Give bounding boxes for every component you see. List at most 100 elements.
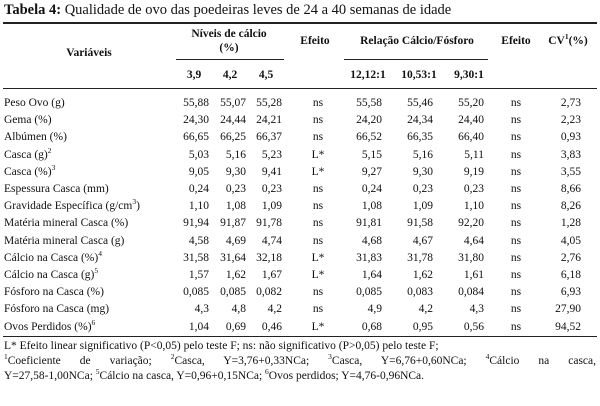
row-label-text: Casca (%) <box>4 165 52 178</box>
cell-efeito-calcio: L* <box>311 269 325 281</box>
header-level-1: 3,9 <box>186 69 202 81</box>
row-label-text: Albúmen (%) <box>4 131 67 144</box>
cell-relacao-9-30: 24,40 <box>458 114 484 127</box>
table-row: Cálcio na Casca (%)4 31,58 31,64 32,18 L* 31,… <box>0 249 600 267</box>
cell-calcio-4-5: 4,2 <box>267 303 282 316</box>
header-relacao-ca-p: Relação Cálcio/Fósforo <box>360 35 474 47</box>
cell-efeito-calcio: ns <box>312 97 324 109</box>
caption-text: Qualidade de ovo das poedeiras leves de … <box>64 2 452 18</box>
row-label: Casca (%)3 <box>4 163 55 181</box>
cell-calcio-3-9: 91,94 <box>183 217 209 230</box>
header-cv-sup: 1 <box>564 32 569 42</box>
row-label: Fósforo na Casca (%) <box>4 283 104 301</box>
niveis-rule <box>176 59 284 60</box>
cell-relacao-9-30: 0,56 <box>463 320 484 333</box>
cell-calcio-4-2: 1,08 <box>225 200 246 213</box>
cell-efeito-relacao: ns <box>510 269 522 281</box>
cell-efeito-calcio: ns <box>312 200 324 213</box>
header-ratio-1: 12,12:1 <box>350 69 386 81</box>
cell-calcio-4-5: 4,74 <box>261 234 282 247</box>
cell-calcio-4-5: 66,37 <box>256 131 282 144</box>
row-label: Fósforo na Casca (mg) <box>4 300 109 318</box>
row-label: Cálcio na Casca (%)4 <box>4 249 102 267</box>
row-label-text: Gravidade Específica (g/cm <box>4 200 133 213</box>
cell-relacao-12-12: 5,15 <box>361 148 382 161</box>
cell-relacao-10-53: 0,23 <box>412 183 433 195</box>
cell-relacao-9-30: 0,23 <box>463 183 484 195</box>
row-label-sup: 3 <box>132 197 137 207</box>
caption-label: Tabela 4: <box>4 2 62 18</box>
cell-calcio-3-9: 0,085 <box>183 286 209 299</box>
fn-text: Casca, Y=6,76+0,60NCa; <box>331 354 486 367</box>
note-footnotes-line: 1Coeficiente de variação; 2Casca, Y=3,76… <box>4 351 596 368</box>
row-label-text: Espessura Casca (mm) <box>4 183 109 195</box>
cell-cv: 0,93 <box>560 131 581 144</box>
top-rule <box>3 22 597 24</box>
fn-text: Casca, Y=3,76+0,33NCa; <box>174 354 329 367</box>
cell-calcio-4-5: 91,78 <box>256 217 282 230</box>
cell-relacao-12-12: 66,52 <box>356 131 382 144</box>
cell-relacao-12-12: 0,085 <box>356 286 382 299</box>
cell-calcio-4-2: 4,69 <box>225 234 246 247</box>
cell-relacao-9-30: 4,3 <box>469 303 484 316</box>
cell-efeito-calcio: L* <box>311 251 325 264</box>
cell-cv: 8,26 <box>560 200 581 213</box>
cell-relacao-9-30: 1,61 <box>463 269 484 281</box>
cell-calcio-4-5: 1,09 <box>261 200 282 213</box>
cell-relacao-10-53: 66,35 <box>407 131 433 144</box>
row-label-sup: 6 <box>91 317 96 327</box>
cell-cv: 8,66 <box>560 183 581 195</box>
table-row: Fósforo na Casca (mg) 4,3 4,8 4,2 ns 4,9 4,2 4,… <box>0 300 600 318</box>
row-label-sup: 4 <box>98 248 102 258</box>
cell-relacao-9-30: 0,084 <box>458 286 484 299</box>
cell-relacao-12-12: 24,20 <box>356 114 382 127</box>
cell-calcio-3-9: 0,24 <box>188 183 209 195</box>
cell-relacao-12-12: 4,68 <box>361 234 382 247</box>
row-label-text: Matéria mineral Casca (g) <box>4 234 125 247</box>
cell-calcio-3-9: 31,58 <box>183 251 209 264</box>
cell-cv: 94,52 <box>555 320 581 333</box>
header-cv-suffix: (%) <box>568 35 588 47</box>
fn-text: Y=27,58-1,00NCa; <box>4 369 96 382</box>
cell-calcio-4-5: 0,082 <box>256 286 282 299</box>
table-row: Espessura Casca (mm) 0,24 0,23 0,23 ns 0,24 0,… <box>0 180 600 198</box>
cell-calcio-4-5: 9,41 <box>261 165 282 178</box>
cell-calcio-4-2: 0,085 <box>220 286 246 299</box>
cell-efeito-calcio: ns <box>312 234 324 247</box>
cell-efeito-calcio: L* <box>311 148 325 161</box>
cell-cv: 2,23 <box>560 114 581 127</box>
cell-cv: 2,73 <box>560 97 581 109</box>
cell-cv: 3,83 <box>560 148 581 161</box>
cell-relacao-10-53: 4,2 <box>418 303 433 316</box>
cell-calcio-4-2: 0,23 <box>225 183 246 195</box>
cell-calcio-4-2: 0,69 <box>225 320 246 333</box>
cell-efeito-relacao: ns <box>510 165 522 178</box>
cell-calcio-4-2: 31,64 <box>220 251 246 264</box>
header-level-2: 4,2 <box>222 69 238 81</box>
cell-calcio-4-2: 5,16 <box>225 148 246 161</box>
header-level-3: 4,5 <box>258 69 274 81</box>
row-label: Espessura Casca (mm) <box>4 180 109 198</box>
cell-calcio-3-9: 1,10 <box>188 200 209 213</box>
cell-efeito-relacao: ns <box>510 114 522 127</box>
cell-efeito-calcio: ns <box>312 183 324 195</box>
table-row: Casca (g)2 5,03 5,16 5,23 L* 5,15 5,16 5,11 ns 3,… <box>0 146 600 164</box>
cell-calcio-3-9: 24,30 <box>183 114 209 127</box>
cell-efeito-calcio: ns <box>312 303 324 316</box>
fn-text: Cálcio na casca, Y=0,96+0,15NCa; <box>99 369 266 382</box>
header-niveis-unit: (%) <box>219 42 239 54</box>
cell-calcio-4-5: 55,28 <box>256 97 282 109</box>
cell-cv: 27,90 <box>555 303 581 316</box>
cell-calcio-4-2: 55,07 <box>220 97 246 109</box>
cell-cv: 4,05 <box>560 234 581 247</box>
cell-cv: 6,18 <box>560 269 581 281</box>
fn-text: Cálcio na casca, <box>489 354 596 367</box>
cell-calcio-4-2: 24,44 <box>220 114 246 127</box>
cell-efeito-calcio: ns <box>312 217 324 230</box>
cell-efeito-calcio: L* <box>311 165 325 178</box>
cell-calcio-4-5: 1,67 <box>261 269 282 281</box>
table-row: Ovos Perdidos (%)6 1,04 0,69 0,46 L* 0,68 0,95… <box>0 318 600 336</box>
row-label: Matéria mineral Casca (g) <box>4 232 124 250</box>
fn-sup: 3 <box>328 351 332 361</box>
cell-calcio-4-2: 91,87 <box>220 217 246 230</box>
